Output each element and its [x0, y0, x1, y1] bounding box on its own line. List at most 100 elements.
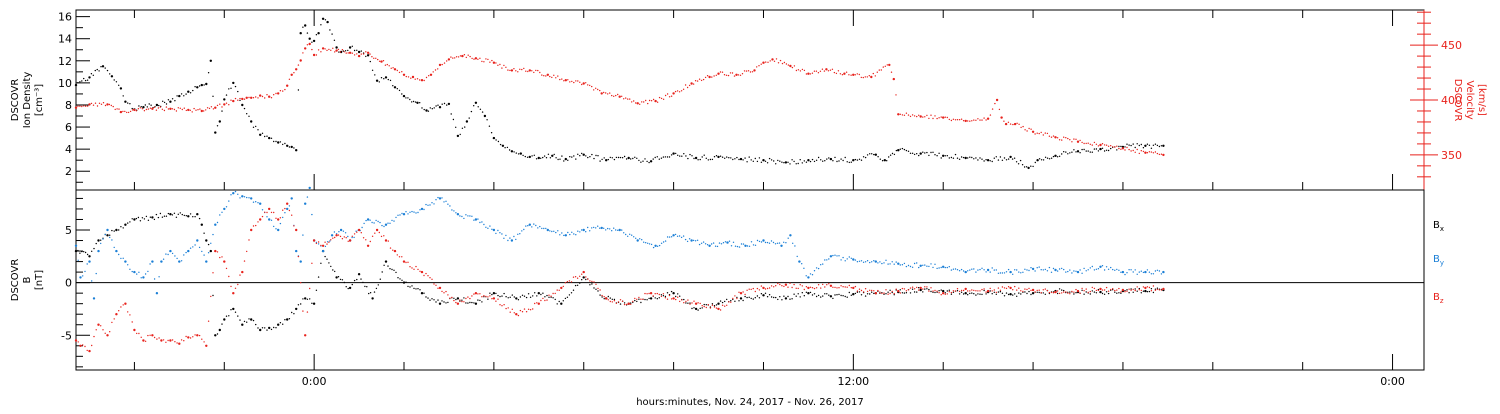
velocity-trace-point [692, 83, 695, 85]
By-point [321, 249, 325, 253]
Bx-trace-point [122, 227, 124, 229]
b-axis-label-line2: B [22, 276, 33, 283]
By-trace-point [593, 226, 595, 229]
Bx-point [304, 297, 307, 300]
Bx-trace-point [558, 300, 560, 303]
Bx-trace-point [981, 293, 983, 296]
Bx-trace-point [453, 297, 455, 299]
velocity-trace-point [450, 56, 452, 58]
Bz-trace-point [243, 260, 246, 262]
density-trace-point [1152, 144, 1155, 146]
By-trace-point [351, 236, 353, 239]
By-trace-point [333, 231, 336, 233]
velocity-point [321, 47, 325, 50]
velocity-trace-point [643, 101, 645, 103]
velocity-trace-point [827, 70, 830, 72]
By-point [178, 260, 181, 263]
velocity-trace-point [434, 69, 437, 71]
By-point [654, 244, 657, 247]
density-point [205, 82, 208, 86]
velocity-trace-point [1034, 133, 1036, 135]
velocity-trace-point [668, 96, 671, 98]
Bx-trace-point [932, 291, 934, 293]
By-trace-point [1007, 268, 1010, 271]
velocity-point [214, 106, 217, 109]
Bx-trace-point [699, 307, 701, 310]
velocity-trace-point [711, 76, 713, 78]
density-point [919, 152, 922, 155]
density-trace-point [452, 118, 455, 121]
Bz-trace-point [326, 243, 328, 245]
By-trace-point [573, 233, 575, 235]
velocity-trace-point [362, 53, 365, 55]
velocity-trace-point [92, 104, 95, 106]
By-trace-point [329, 240, 331, 242]
By-trace-point [361, 226, 363, 229]
Bz-trace-point [979, 290, 981, 292]
Bx-trace-point [770, 296, 773, 298]
Bz-trace-point [826, 284, 828, 286]
Bz-trace-point [597, 287, 599, 290]
density-trace-point [567, 159, 569, 161]
By-trace-point [449, 205, 451, 207]
By-trace-point [1038, 266, 1040, 268]
Bz-trace-point [954, 290, 957, 292]
density-axis-label-line2: Ion Density [22, 72, 33, 129]
density-trace-point [813, 160, 816, 163]
density-point [74, 83, 78, 87]
density-point [393, 86, 397, 89]
density-trace-point [171, 98, 174, 100]
Bx-trace-point [279, 322, 282, 324]
Bx-point [214, 334, 217, 337]
velocity-trace-point [936, 117, 938, 120]
Bz-trace-point [734, 295, 736, 297]
Bx-point [151, 216, 154, 219]
density-point [196, 86, 199, 89]
By-trace-point [1050, 271, 1053, 273]
By-trace-point [860, 260, 863, 262]
density-trace-point [721, 156, 724, 158]
density-trace-point [183, 95, 185, 97]
Bz-trace-point [463, 301, 465, 303]
By-trace-point [1146, 269, 1149, 271]
velocity-trace-point [733, 75, 736, 77]
By-trace-point [960, 268, 963, 271]
density-trace-point [907, 150, 910, 152]
velocity-trace-point [581, 83, 583, 86]
velocity-trace-point [191, 111, 193, 113]
velocity-trace-point [297, 64, 300, 66]
velocity-trace-point [1132, 149, 1134, 152]
By-trace-point [131, 270, 133, 273]
Bz-trace-point [662, 293, 665, 295]
Bx-trace-point [1073, 293, 1075, 295]
By-trace-point [871, 261, 873, 263]
Bz-trace-point [775, 285, 777, 287]
By-trace-point [395, 216, 397, 219]
density-trace-point [557, 158, 559, 161]
density-trace-point [180, 93, 183, 95]
density-point [483, 114, 487, 118]
density-trace-point [752, 160, 754, 162]
velocity-trace-point [1052, 135, 1055, 137]
By-trace-point [928, 265, 930, 268]
Bx-trace-point [455, 298, 457, 301]
By-trace-point [521, 230, 523, 232]
Bx-trace-point [760, 293, 763, 295]
Bz-trace-point [809, 286, 812, 288]
By-trace-point [662, 241, 665, 243]
velocity-trace-point [756, 66, 758, 68]
velocity-axis-label-line2: Velocity [1464, 80, 1475, 119]
Bz-trace-point [1087, 291, 1089, 294]
Bx-trace-point [787, 295, 789, 298]
velocity-trace-point [648, 99, 651, 102]
By-trace-point [579, 231, 581, 233]
Bz-point [151, 334, 154, 337]
By-point [897, 262, 900, 265]
density-trace-point [666, 156, 669, 158]
By-trace-point [1089, 267, 1092, 269]
Bz-trace-point [1085, 288, 1087, 290]
velocity-point [1121, 147, 1125, 150]
Bz-trace-point [822, 283, 824, 286]
By-trace-point [1160, 273, 1163, 275]
density-trace-point [844, 156, 846, 159]
